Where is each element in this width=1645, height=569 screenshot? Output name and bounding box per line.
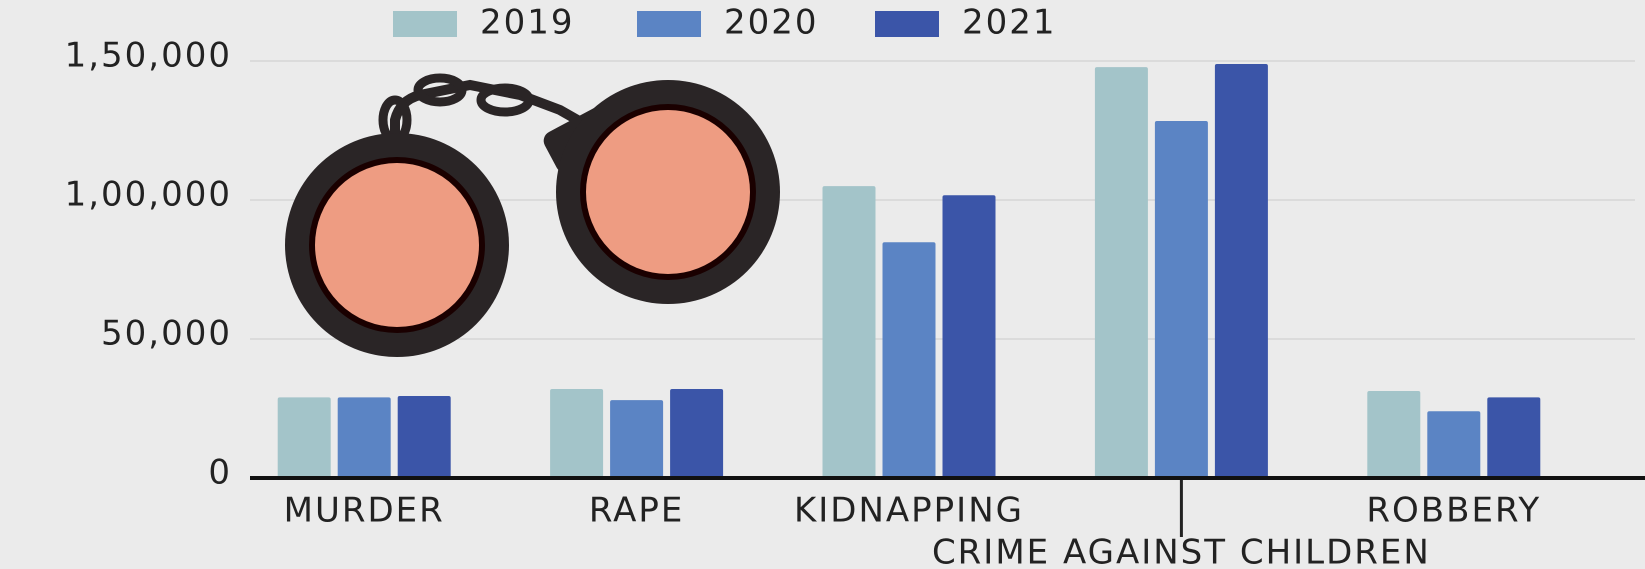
bar (1367, 391, 1420, 478)
y-tick-label: 0 (208, 453, 232, 493)
bar (1427, 411, 1480, 478)
bar (943, 195, 996, 478)
legend-swatch (637, 11, 701, 37)
legend-label: 2019 (480, 3, 575, 43)
bar (883, 242, 936, 478)
x-tick-label: ROBBERY (1366, 491, 1541, 531)
bar (610, 400, 663, 478)
bar (823, 186, 876, 478)
bar (1095, 67, 1148, 478)
bar (398, 396, 451, 478)
legend-label: 2020 (724, 3, 819, 43)
bar (550, 389, 603, 478)
x-tick-label: RAPE (589, 491, 685, 531)
legend-swatch (393, 11, 457, 37)
bar (1155, 121, 1208, 478)
legend-swatch (875, 11, 939, 37)
chart: 0 50,000 1,00,000 1,50,000 MURDER RAPE KIDNAPP… (0, 0, 1645, 569)
bar (278, 397, 331, 478)
x-tick-label: CRIME AGAINST CHILDREN (932, 533, 1431, 569)
bar (1215, 64, 1268, 478)
x-tick-label: MURDER (284, 491, 445, 531)
bar (338, 397, 391, 478)
y-tick-label: 50,000 (101, 314, 232, 354)
bar (670, 389, 723, 478)
bar (1487, 397, 1540, 478)
y-tick-label: 1,50,000 (65, 36, 232, 76)
x-tick-label: KIDNAPPING (794, 491, 1024, 531)
legend-label: 2021 (962, 3, 1057, 43)
y-tick-label: 1,00,000 (65, 175, 232, 215)
